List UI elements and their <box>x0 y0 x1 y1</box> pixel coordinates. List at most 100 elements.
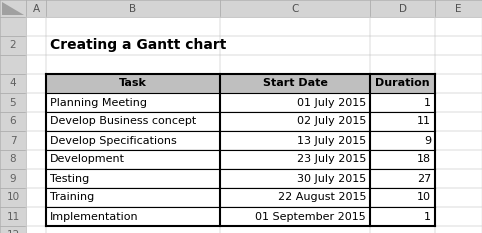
Bar <box>0 150 26 169</box>
Text: 12: 12 <box>6 230 20 233</box>
Bar <box>46 226 220 233</box>
Bar <box>370 0 435 17</box>
Text: 7: 7 <box>10 136 16 145</box>
Bar <box>46 93 220 112</box>
Bar <box>26 74 46 93</box>
Bar <box>370 74 435 93</box>
Text: 22 August 2015: 22 August 2015 <box>278 192 366 202</box>
Bar <box>435 55 482 74</box>
Text: Task: Task <box>119 79 147 89</box>
Bar <box>0 74 26 93</box>
Bar <box>26 0 46 17</box>
Bar <box>26 188 46 207</box>
Text: Start Date: Start Date <box>263 79 327 89</box>
Text: Creating a Gantt chart: Creating a Gantt chart <box>50 38 227 52</box>
Text: Training: Training <box>50 192 94 202</box>
Bar <box>26 93 46 112</box>
Bar <box>46 169 220 188</box>
Bar <box>370 17 435 36</box>
Bar <box>220 112 370 131</box>
Text: 30 July 2015: 30 July 2015 <box>297 174 366 184</box>
Bar <box>46 131 220 150</box>
Bar <box>220 150 370 169</box>
Bar <box>0 17 26 36</box>
Text: 10: 10 <box>6 192 20 202</box>
Bar <box>26 36 46 55</box>
Bar <box>0 207 26 226</box>
Text: B: B <box>130 3 136 14</box>
Bar <box>0 112 26 131</box>
Bar <box>370 36 435 55</box>
Bar <box>46 36 220 55</box>
Text: C: C <box>291 3 299 14</box>
Bar <box>435 112 482 131</box>
Text: 01 July 2015: 01 July 2015 <box>297 97 366 107</box>
Bar <box>26 17 46 36</box>
Bar <box>46 55 220 74</box>
Bar <box>0 188 26 207</box>
Bar <box>370 188 435 207</box>
Bar <box>46 150 220 169</box>
Bar <box>0 169 26 188</box>
Bar <box>26 112 46 131</box>
Bar <box>26 55 46 74</box>
Text: 9: 9 <box>10 174 16 184</box>
Text: Develop Specifications: Develop Specifications <box>50 136 177 145</box>
Bar <box>435 150 482 169</box>
Bar <box>435 131 482 150</box>
Text: A: A <box>32 3 40 14</box>
Text: Planning Meeting: Planning Meeting <box>50 97 147 107</box>
Text: 1: 1 <box>424 97 431 107</box>
Bar <box>370 93 435 112</box>
Bar <box>220 131 370 150</box>
Text: 11: 11 <box>6 212 20 222</box>
Bar <box>0 0 26 17</box>
Bar <box>220 36 370 55</box>
Text: 9: 9 <box>424 136 431 145</box>
Text: Develop Business concept: Develop Business concept <box>50 116 196 127</box>
Text: Development: Development <box>50 154 125 164</box>
Text: 23 July 2015: 23 July 2015 <box>296 154 366 164</box>
Text: Implementation: Implementation <box>50 212 139 222</box>
Bar <box>220 207 370 226</box>
Text: 4: 4 <box>10 79 16 89</box>
Text: 5: 5 <box>10 97 16 107</box>
Bar <box>370 55 435 74</box>
Bar <box>26 150 46 169</box>
Bar <box>46 188 220 207</box>
Bar <box>220 226 370 233</box>
Bar <box>0 131 26 150</box>
Bar <box>26 226 46 233</box>
Text: 6: 6 <box>10 116 16 127</box>
Text: 11: 11 <box>417 116 431 127</box>
Bar <box>370 207 435 226</box>
Text: Duration: Duration <box>375 79 430 89</box>
Text: 01 September 2015: 01 September 2015 <box>255 212 366 222</box>
Text: 02 July 2015: 02 July 2015 <box>296 116 366 127</box>
Bar <box>220 0 370 17</box>
Bar <box>46 74 220 93</box>
Bar <box>435 169 482 188</box>
Bar <box>46 0 220 17</box>
Text: 10: 10 <box>417 192 431 202</box>
Text: Testing: Testing <box>50 174 89 184</box>
Text: D: D <box>399 3 406 14</box>
Bar <box>220 93 370 112</box>
Text: E: E <box>455 3 462 14</box>
Bar <box>435 207 482 226</box>
Bar <box>435 17 482 36</box>
Bar <box>0 36 26 55</box>
Text: 1: 1 <box>424 212 431 222</box>
Bar <box>435 188 482 207</box>
Bar <box>370 131 435 150</box>
Text: 8: 8 <box>10 154 16 164</box>
Polygon shape <box>2 2 24 15</box>
Bar <box>220 74 370 93</box>
Bar <box>435 36 482 55</box>
Bar <box>220 169 370 188</box>
Bar <box>26 131 46 150</box>
Bar <box>46 17 220 36</box>
Bar <box>435 74 482 93</box>
Bar <box>0 226 26 233</box>
Bar <box>370 169 435 188</box>
